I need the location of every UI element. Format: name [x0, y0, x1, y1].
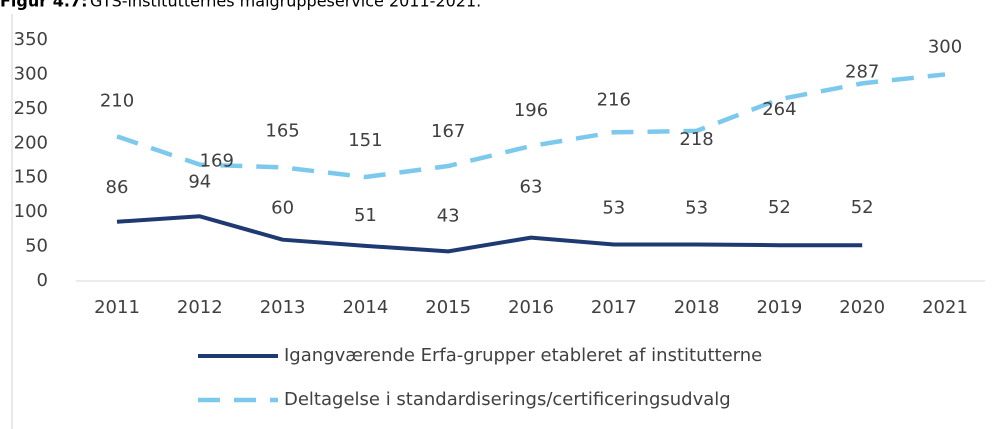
x-tick-label: 2018: [674, 297, 720, 318]
chart-title-prefix: Figur 4.7:: [0, 0, 87, 11]
legend-label: Deltagelse i standardiserings/certificer…: [284, 389, 731, 410]
data-label: 43: [437, 205, 460, 226]
data-label: 287: [845, 61, 879, 82]
data-label: 53: [685, 198, 708, 219]
data-label: 196: [514, 100, 548, 121]
legend-label: Igangværende Erfa-grupper etableret af i…: [284, 345, 762, 366]
x-tick-label: 2013: [260, 297, 306, 318]
data-label: 165: [265, 120, 299, 141]
x-tick-label: 2015: [425, 297, 471, 318]
x-tick-label: 2014: [342, 297, 388, 318]
data-label: 51: [354, 205, 377, 226]
series-line: [116, 72, 946, 180]
y-tick-label: 150: [14, 167, 48, 188]
data-label: 264: [762, 99, 796, 120]
data-label: 60: [271, 198, 294, 219]
data-label: 210: [100, 90, 134, 111]
series-line: [116, 214, 863, 254]
data-label: 52: [851, 197, 874, 218]
x-tick-label: 2019: [756, 297, 802, 318]
x-tick-label: 2012: [177, 297, 223, 318]
y-tick-label: 300: [14, 63, 48, 84]
data-label: 52: [768, 197, 791, 218]
data-label: 94: [188, 171, 211, 192]
y-tick-label: 100: [14, 201, 48, 222]
data-label: 151: [348, 130, 382, 151]
chart-title: GTS-institutternes målgruppeservice 2011…: [90, 0, 481, 11]
x-tick-label: 2017: [591, 297, 637, 318]
data-label: 216: [597, 89, 631, 110]
data-label: 218: [679, 129, 713, 150]
y-tick-label: 250: [14, 98, 48, 119]
y-tick-label: 350: [14, 29, 48, 50]
x-tick-label: 2020: [839, 297, 885, 318]
y-tick-label: 50: [25, 236, 48, 257]
x-tick-label: 2016: [508, 297, 554, 318]
x-tick-label: 2021: [922, 297, 968, 318]
data-label: 86: [106, 177, 129, 198]
data-label: 300: [928, 36, 962, 57]
data-label: 167: [431, 121, 465, 142]
x-tick-label: 2011: [94, 297, 140, 318]
y-tick-label: 200: [14, 132, 48, 153]
data-label: 169: [200, 151, 234, 172]
data-label: 63: [520, 177, 543, 198]
data-label: 53: [602, 198, 625, 219]
y-tick-label: 0: [37, 270, 48, 291]
